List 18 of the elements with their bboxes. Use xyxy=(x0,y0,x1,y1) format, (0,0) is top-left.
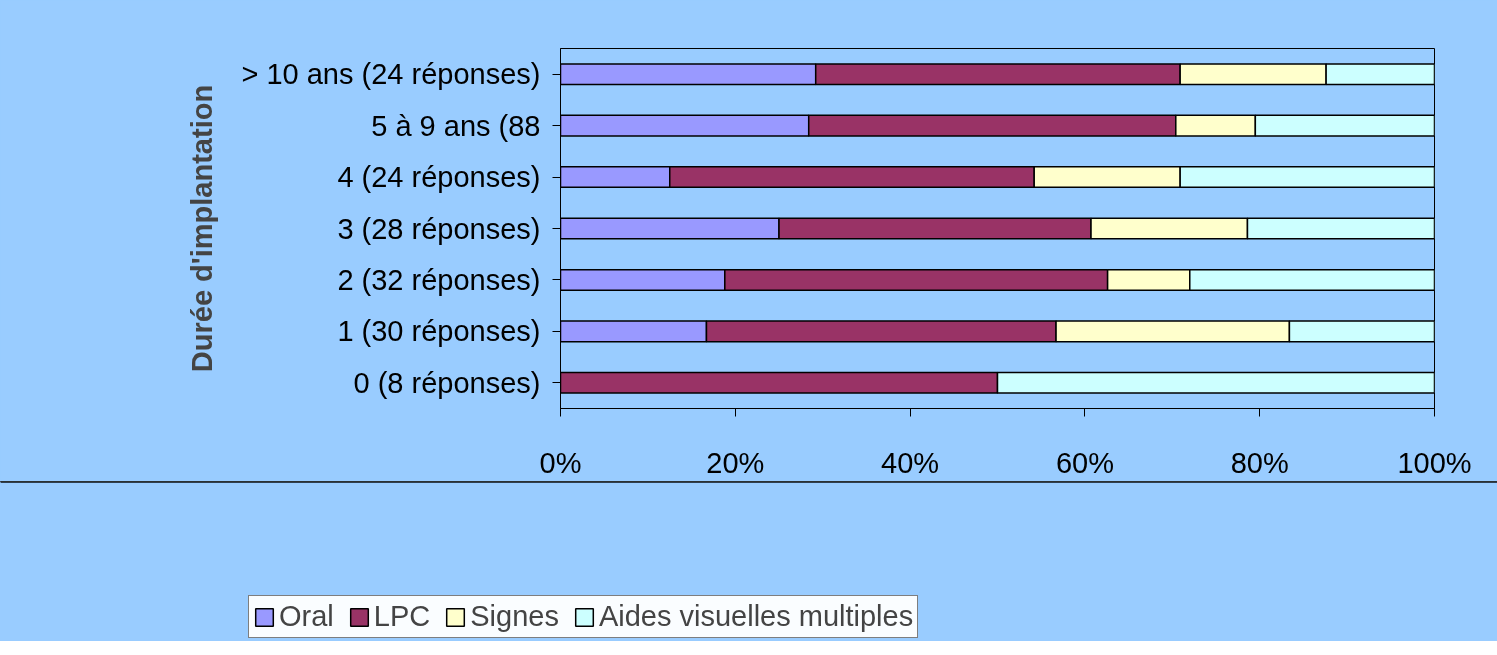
legend-label: Aides visuelles multiples xyxy=(598,600,914,633)
legend-label: Signes xyxy=(470,600,559,633)
y-tick-label: 1 (30 réponses) xyxy=(337,315,541,348)
y-tick-label: 2 (32 réponses) xyxy=(337,263,541,296)
y-tick-label: > 10 ans (24 réponses) xyxy=(241,58,541,91)
y-tick-label: 4 (24 réponses) xyxy=(337,161,541,194)
y-axis-title: Durée d'implantation xyxy=(186,84,219,373)
legend-label: Oral xyxy=(279,600,334,633)
y-tick-label: 3 (28 réponses) xyxy=(337,212,541,245)
y-tick-label: 0 (8 réponses) xyxy=(353,366,541,399)
y-tick-label: 5 à 9 ans (88 xyxy=(371,109,541,142)
legend-label: LPC xyxy=(373,600,431,633)
x-tick-label: 0% xyxy=(539,446,582,479)
x-tick-label: 20% xyxy=(706,446,765,479)
x-tick-label: 80% xyxy=(1230,446,1289,479)
x-tick-label: 60% xyxy=(1055,446,1114,479)
x-tick-label: 100% xyxy=(1397,446,1472,479)
x-tick-label: 40% xyxy=(881,446,940,479)
